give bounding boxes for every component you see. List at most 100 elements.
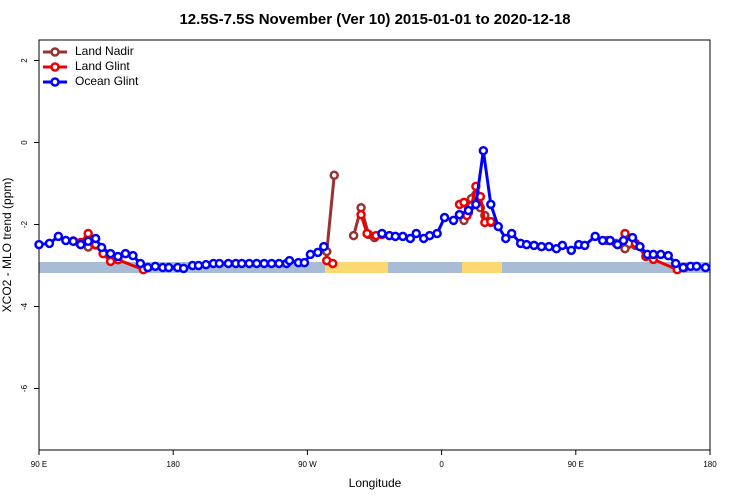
legend-marker [50,62,60,72]
point [521,239,532,250]
point [486,199,496,210]
point [432,228,442,239]
land-strip [462,262,502,273]
y-tick-label: 2 [20,58,29,63]
y-tick-label: 0 [20,140,29,145]
legend-label: Land Nadir [75,44,134,58]
point [618,235,629,246]
point [463,205,474,216]
point [635,241,645,252]
map-strip [39,262,710,273]
point [266,258,277,269]
point [670,258,681,269]
point [284,255,295,266]
point [113,251,123,262]
point [299,257,310,268]
x-tick-label: 90 E [31,460,47,469]
point [362,228,372,239]
x-tick-label: 0 [439,460,444,469]
point [493,221,504,232]
point [193,260,204,271]
point [201,259,211,270]
legend-label: Ocean Glint [75,74,139,88]
point [53,231,64,242]
y-tick-label: -2 [20,220,29,228]
point [237,258,247,269]
point [597,235,608,246]
point [612,239,623,250]
point [214,258,225,269]
point [557,240,568,251]
point [605,235,615,246]
y-tick-label: -4 [20,302,29,310]
point [120,248,131,259]
point [398,231,408,242]
chart-title: 12.5S-7.5S November (Ver 10) 2015-01-01 … [179,11,570,28]
point [579,240,590,251]
point [105,256,116,267]
point [656,249,666,260]
point [61,235,71,246]
point [486,216,496,227]
point [405,233,416,244]
point [590,231,600,242]
point [135,258,146,269]
point [319,241,329,252]
point [536,241,547,252]
point [163,262,174,273]
point [648,249,659,260]
point [439,212,450,223]
legend-label: Land Glint [75,59,130,73]
x-tick-label: 90 W [298,460,317,469]
point [274,258,284,269]
legend-marker [50,47,60,57]
point [390,231,401,242]
point [329,170,339,181]
point [424,230,435,241]
point [305,249,316,260]
point [411,228,422,239]
point [506,228,517,239]
point [678,262,688,273]
point [377,228,387,239]
point [128,250,138,261]
point [500,233,511,244]
point [44,238,55,249]
y-tick-label: -6 [20,384,29,392]
point [448,215,459,226]
x-axis-label: Longitude [349,476,402,490]
point [259,258,269,269]
point [459,197,469,208]
y-axis-label: XCO2 - MLO trend (ppm) [0,178,14,313]
point [478,145,489,156]
point [348,230,359,241]
point [529,240,539,251]
point [544,241,554,252]
point [566,245,577,256]
land-strip [325,262,388,273]
point [76,239,86,250]
point [471,199,481,210]
point [356,209,366,220]
point [143,262,153,273]
point [83,228,93,239]
point [223,258,234,269]
point [68,236,79,247]
point [105,248,116,259]
legend-marker [50,77,60,87]
point [244,258,254,269]
x-tick-label: 180 [167,460,181,469]
point [251,258,262,269]
point [663,250,673,261]
point [34,239,44,250]
point [150,261,161,272]
point [327,258,338,269]
point [454,209,465,220]
point [700,262,711,273]
point [83,236,93,247]
point [691,261,702,272]
point [90,233,101,244]
x-tick-label: 90 E [568,460,584,469]
series-line [325,175,336,252]
